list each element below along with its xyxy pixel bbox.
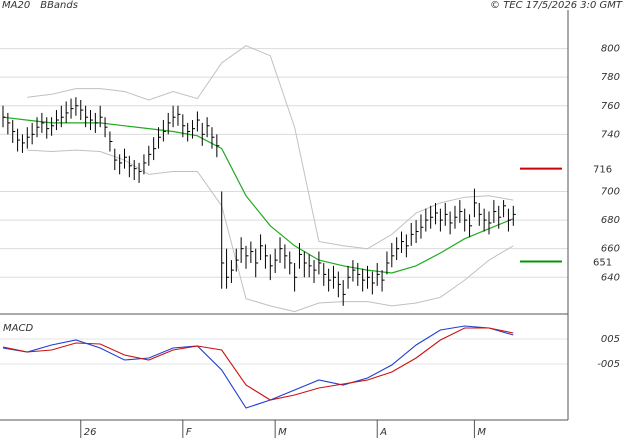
level-label: 716 xyxy=(593,165,612,176)
y-tick-label: 700 xyxy=(601,187,620,198)
x-tick-label: M xyxy=(278,427,287,438)
band-lower xyxy=(27,149,514,313)
x-tick-label: 26 xyxy=(84,427,97,438)
x-tick-label: A xyxy=(379,427,387,438)
credit: © TEC 17/5/2026 3:0 GMT xyxy=(490,0,623,11)
legend-entry: MA20 xyxy=(2,0,30,11)
y-tick-label: 780 xyxy=(601,72,620,83)
macd-title: MACD xyxy=(3,323,33,334)
ma-line xyxy=(2,116,514,274)
level-label: 651 xyxy=(593,258,612,269)
band-upper xyxy=(27,45,514,250)
y-tick-label: 760 xyxy=(601,101,620,112)
y-tick-label: 800 xyxy=(601,44,620,55)
y-tick-label: 005 xyxy=(601,334,620,345)
x-tick-label: F xyxy=(186,427,192,438)
legend-entry: BBands xyxy=(40,0,78,11)
y-tick-label: 660 xyxy=(601,244,620,255)
x-tick-label: M xyxy=(477,427,486,438)
y-tick-label: 680 xyxy=(601,215,620,226)
y-tick-label: 740 xyxy=(601,129,620,140)
macd-line xyxy=(2,327,514,401)
y-tick-label: -005 xyxy=(597,359,620,370)
y-tick-label: 640 xyxy=(601,272,620,283)
